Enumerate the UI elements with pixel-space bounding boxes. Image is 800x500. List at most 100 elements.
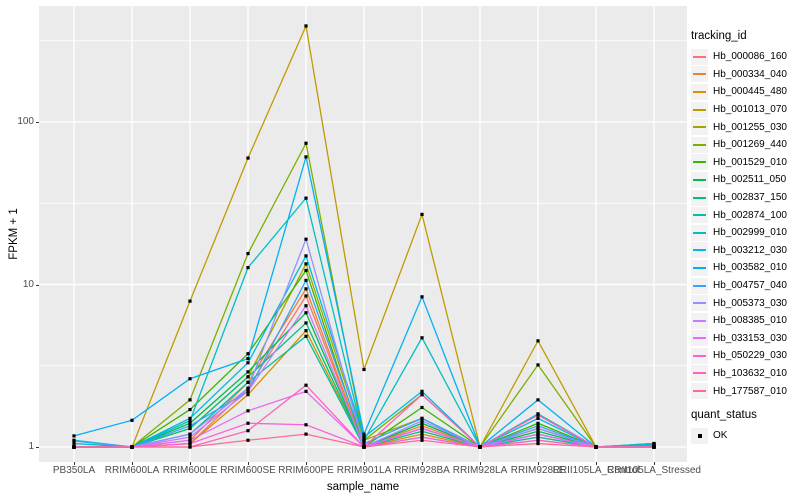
legend-line-swatch (693, 90, 706, 93)
legend-key (691, 383, 708, 400)
y-tick-mark (36, 447, 39, 448)
data-point (304, 24, 308, 28)
legend-item: Hb_002874_100 (691, 206, 799, 224)
legend-item-label: Hb_002874_100 (713, 209, 787, 221)
data-point (420, 424, 424, 428)
legend-item: Hb_050229_030 (691, 347, 799, 365)
data-point (188, 426, 192, 431)
data-point (72, 445, 76, 449)
data-point (420, 421, 424, 425)
quant-status-items: OK (691, 427, 799, 445)
data-point (420, 389, 424, 393)
data-point (130, 445, 134, 449)
data-point (420, 438, 424, 442)
data-point (188, 421, 192, 425)
legend-line-swatch (693, 266, 706, 269)
data-point (536, 398, 540, 402)
data-point (304, 311, 308, 315)
x-tick-label: RRIM928LE (510, 465, 566, 476)
data-point (246, 393, 250, 397)
legend-item-label: Hb_003212_030 (713, 244, 787, 256)
quant-status-item: OK (691, 427, 799, 445)
legend-item: Hb_001269_440 (691, 136, 799, 154)
data-point (420, 419, 424, 423)
data-point (420, 416, 424, 420)
legend-key (691, 101, 708, 118)
legend-line-swatch (693, 249, 706, 252)
data-point (188, 377, 192, 381)
legend-item: Hb_002999_010 (691, 224, 799, 242)
data-point (304, 141, 308, 145)
legend-item: Hb_000445_480 (691, 83, 799, 101)
x-tick-label: RRIM600LE (162, 465, 218, 476)
legend-item: Hb_103632_010 (691, 365, 799, 383)
data-point (304, 423, 308, 427)
plot-panel (39, 6, 687, 462)
legend-item-label: Hb_033153_030 (713, 332, 787, 344)
legend-key (691, 207, 708, 224)
data-point (188, 416, 192, 420)
data-point (188, 435, 192, 439)
legend-item: Hb_033153_030 (691, 330, 799, 348)
data-point (536, 421, 540, 425)
data-point (362, 367, 366, 372)
data-point (72, 441, 76, 446)
legend-item: Hb_002511_050 (691, 171, 799, 189)
data-point (246, 389, 250, 393)
legend-item: Hb_003582_010 (691, 259, 799, 277)
legend-key (691, 154, 708, 171)
data-point (420, 405, 424, 410)
legend-item-label: Hb_002999_010 (713, 227, 787, 239)
x-tick-mark (596, 462, 597, 465)
legend-key (691, 83, 708, 100)
data-point (304, 287, 308, 291)
legend-line-swatch (693, 319, 706, 322)
legend-line-swatch (693, 337, 706, 340)
legend-line-swatch (693, 214, 706, 217)
data-point (246, 375, 250, 379)
x-tick-label: RRIM600PE (278, 465, 334, 476)
data-point (652, 445, 656, 449)
data-point (246, 386, 250, 390)
legend-line-swatch (693, 161, 706, 164)
legend-line-swatch (693, 55, 706, 58)
legend-item-label: Hb_000445_480 (713, 86, 787, 98)
y-tick-label: 100 (17, 116, 34, 127)
legend-line-swatch (693, 178, 706, 181)
data-point (420, 295, 424, 299)
data-point (188, 407, 192, 412)
data-point (594, 445, 598, 449)
legend-item-label: Hb_001255_030 (713, 121, 787, 133)
legend-item-label: Hb_001269_440 (713, 139, 787, 151)
data-point (478, 445, 482, 449)
x-tick-mark (248, 462, 249, 465)
legend-line-swatch (693, 196, 706, 199)
legend-key (691, 119, 708, 136)
legend-item-label: Hb_103632_010 (713, 367, 787, 379)
legend-line-swatch (693, 231, 706, 234)
legend-key (691, 259, 708, 276)
legend-line-swatch (693, 302, 706, 305)
data-point (420, 393, 424, 397)
legend-item: Hb_005373_030 (691, 294, 799, 312)
data-point (304, 389, 308, 393)
x-tick-mark (306, 462, 307, 465)
data-point (246, 266, 250, 270)
data-point (304, 294, 308, 298)
x-tick-mark (74, 462, 75, 465)
data-point (536, 413, 540, 417)
data-point (304, 321, 308, 325)
data-point (536, 438, 540, 442)
legend: tracking_id Hb_000086_160 Hb_000334_040 Hb… (691, 30, 799, 444)
data-point (188, 432, 192, 436)
data-point (362, 438, 366, 442)
legend-key (691, 224, 708, 241)
legend-item: Hb_001255_030 (691, 118, 799, 136)
legend-item-label: Hb_004757_040 (713, 280, 787, 292)
y-tick-mark (36, 122, 39, 123)
legend-key (691, 66, 708, 83)
legend-item: Hb_004757_040 (691, 277, 799, 295)
data-point (188, 438, 192, 442)
data-point (304, 268, 308, 273)
data-point (188, 424, 192, 428)
